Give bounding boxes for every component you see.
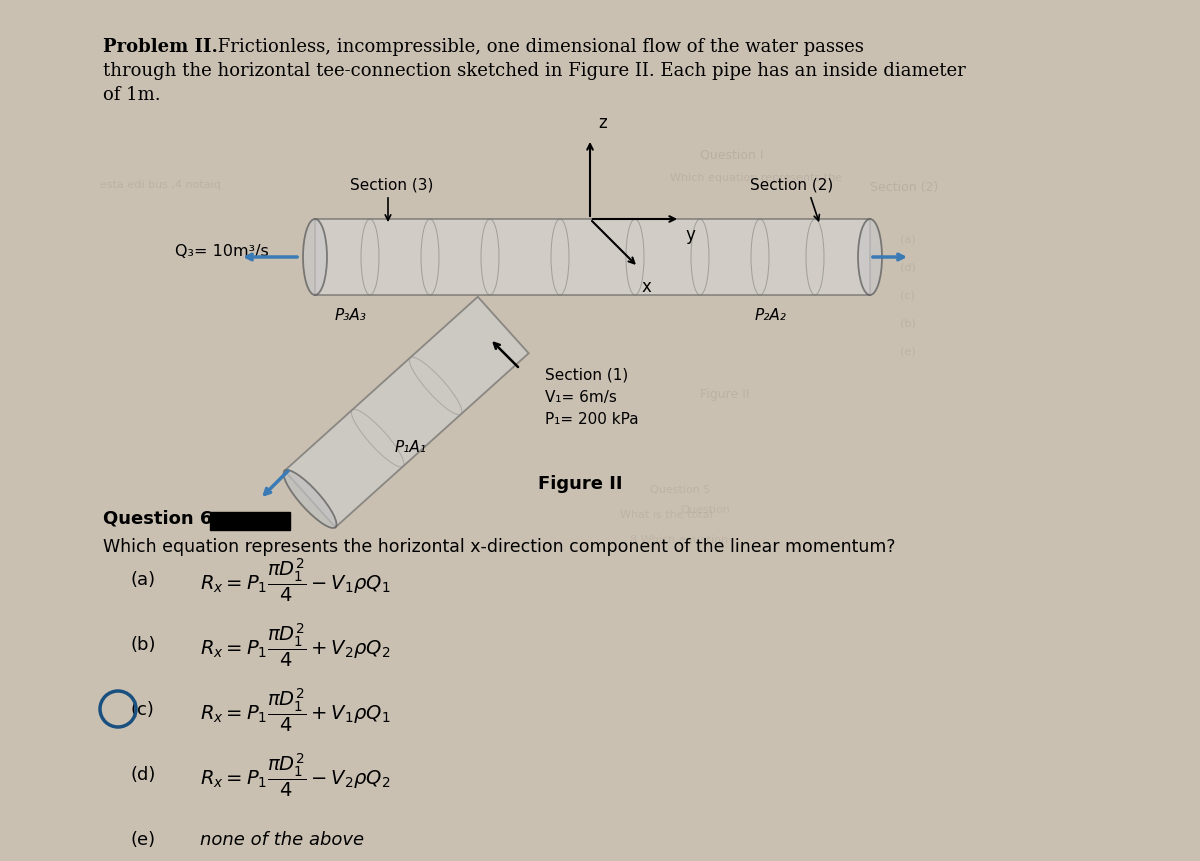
Text: Figure II: Figure II (700, 388, 750, 401)
Text: $R_x = P_1\dfrac{\pi D_1^2}{4} - V_2\rho Q_2$: $R_x = P_1\dfrac{\pi D_1^2}{4} - V_2\rho… (200, 751, 390, 798)
Text: y: y (685, 226, 695, 244)
Text: Q₃= 10m³/s: Q₃= 10m³/s (175, 245, 269, 259)
Text: (b): (b) (900, 319, 916, 329)
Text: (d): (d) (900, 263, 916, 273)
Ellipse shape (302, 220, 326, 295)
Text: of 1m.: of 1m. (103, 86, 161, 104)
Text: Question: Question (680, 505, 730, 514)
Text: P₁A₁: P₁A₁ (395, 439, 427, 455)
Text: (a): (a) (130, 570, 155, 588)
Polygon shape (284, 297, 529, 528)
Text: esta edi bus ,4 notaiq: esta edi bus ,4 notaiq (100, 180, 221, 189)
Text: (e): (e) (130, 830, 155, 848)
Text: Question 6:: Question 6: (103, 510, 220, 528)
Bar (314, 220, 870, 295)
Text: Figure II: Figure II (538, 474, 623, 492)
Text: $R_x = P_1\dfrac{\pi D_1^2}{4} - V_1\rho Q_1$: $R_x = P_1\dfrac{\pi D_1^2}{4} - V_1\rho… (200, 555, 390, 603)
Text: through the horizontal tee-connection sketched in Figure II. Each pipe has an in: through the horizontal tee-connection sk… (103, 62, 966, 80)
Text: P₂A₂: P₂A₂ (755, 307, 787, 323)
Text: (c): (c) (130, 700, 154, 718)
Text: P₃A₃: P₃A₃ (335, 307, 367, 323)
Text: P₁= 200 kPa: P₁= 200 kPa (545, 412, 638, 426)
Text: z: z (598, 114, 607, 132)
Text: Section (1): Section (1) (545, 368, 629, 382)
Text: (a): (a) (900, 235, 916, 245)
Ellipse shape (858, 220, 882, 295)
Text: (d): (d) (130, 765, 155, 784)
Text: What is the total: What is the total (620, 510, 713, 519)
Text: Which equation represents the: Which equation represents the (670, 173, 842, 183)
Ellipse shape (283, 470, 336, 529)
Text: (e): (e) (900, 347, 916, 356)
Text: Which equation represents the horizontal x-direction component of the linear mom: Which equation represents the horizontal… (103, 537, 895, 555)
Bar (210, 512, 290, 530)
Text: V₁= 6m/s: V₁= 6m/s (545, 389, 617, 405)
Text: x: x (642, 278, 652, 295)
Text: 8 Which equation: 8 Which equation (630, 535, 728, 544)
Text: Section (2): Section (2) (870, 182, 938, 195)
Text: $R_x = P_1\dfrac{\pi D_1^2}{4} + V_1\rho Q_1$: $R_x = P_1\dfrac{\pi D_1^2}{4} + V_1\rho… (200, 685, 390, 733)
Text: (b): (b) (130, 635, 156, 653)
Text: Section (3): Section (3) (350, 177, 433, 193)
Text: Question I: Question I (700, 148, 763, 161)
Text: (c): (c) (900, 291, 914, 300)
Text: $R_x = P_1\dfrac{\pi D_1^2}{4} + V_2\rho Q_2$: $R_x = P_1\dfrac{\pi D_1^2}{4} + V_2\rho… (200, 621, 390, 668)
Text: none of the above: none of the above (200, 830, 364, 848)
Text: Question 5: Question 5 (650, 485, 710, 494)
Text: Frictionless, incompressible, one dimensional flow of the water passes: Frictionless, incompressible, one dimens… (212, 38, 864, 56)
Text: Problem II.: Problem II. (103, 38, 218, 56)
Text: Section (2): Section (2) (750, 177, 833, 193)
